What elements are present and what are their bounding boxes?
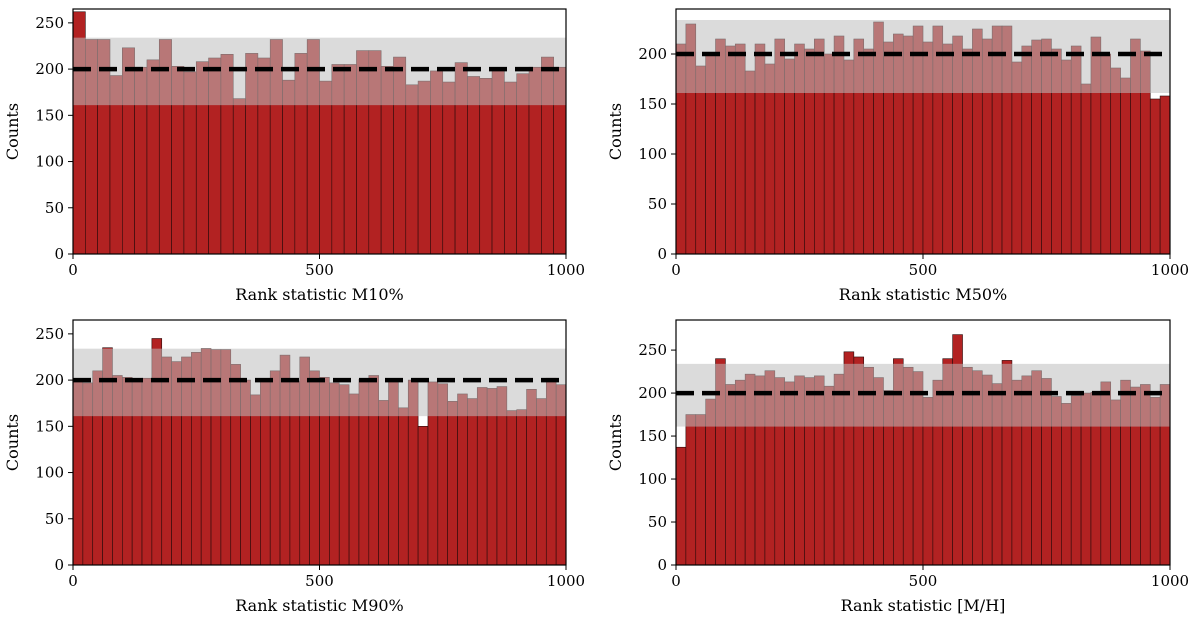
y-tick-label: 150 — [638, 427, 667, 445]
x-axis-label: Rank statistic M10% — [235, 285, 404, 304]
panel-m10: 0 500 1000 0 50 100 150 200 250 Rank statistic M1… — [3, 8, 585, 304]
histogram-bar — [405, 84, 419, 254]
histogram-bar — [250, 394, 261, 565]
histogram-bar — [536, 398, 547, 565]
histogram-bar — [282, 79, 296, 254]
y-tick-label: 200 — [35, 60, 64, 78]
y-tick-label: 150 — [35, 417, 64, 435]
histogram-bar — [417, 80, 431, 254]
panel-m50: 0 500 1000 0 50 100 150 200 Rank statistic M50% C… — [606, 8, 1189, 304]
histogram-bar — [348, 393, 360, 565]
histogram-bar — [1061, 403, 1072, 565]
x-tick-label: 1000 — [547, 572, 585, 590]
y-axis-label: Counts — [3, 414, 22, 471]
x-tick-label: 0 — [68, 261, 78, 279]
panel-mh: 0 500 1000 0 50 100 150 200 250 Rank statistic [M… — [606, 319, 1189, 615]
x-axis-label: Rank statistic M90% — [235, 596, 404, 615]
y-axis-label: Counts — [606, 414, 625, 471]
x-tick-label: 0 — [671, 572, 681, 590]
histogram-bar — [744, 70, 756, 254]
histogram-bar — [398, 407, 409, 565]
y-tick-label: 100 — [638, 470, 667, 488]
x-tick-label: 500 — [305, 572, 334, 590]
histogram-bar — [516, 409, 527, 565]
x-tick-label: 1000 — [1151, 572, 1189, 590]
y-tick-label: 0 — [657, 556, 667, 574]
y-tick-label: 150 — [638, 95, 667, 113]
x-tick-label: 500 — [909, 261, 938, 279]
y-tick-label: 100 — [35, 153, 64, 171]
x-tick-label: 0 — [68, 572, 78, 590]
y-tick-label: 100 — [638, 145, 667, 163]
histogram-bar — [676, 446, 687, 565]
y-axis-label: Counts — [606, 103, 625, 160]
y-tick-label: 50 — [648, 195, 667, 213]
y-tick-label: 150 — [35, 106, 64, 124]
y-axis-label: Counts — [3, 103, 22, 160]
histogram-bar — [1120, 77, 1131, 254]
histogram-bar — [417, 426, 429, 565]
y-tick-label: 200 — [35, 371, 64, 389]
y-tick-label: 200 — [638, 384, 667, 402]
histogram-bar — [442, 81, 456, 254]
histogram-bar — [1110, 67, 1121, 254]
y-tick-label: 100 — [35, 464, 64, 482]
x-axis-label: Rank statistic [M/H] — [841, 596, 1006, 615]
confidence-band — [73, 348, 566, 417]
y-tick-label: 250 — [35, 14, 64, 32]
x-tick-label: 500 — [305, 261, 334, 279]
confidence-band — [676, 20, 1170, 93]
x-tick-label: 500 — [909, 572, 938, 590]
confidence-band — [73, 37, 566, 106]
panel-m90: 0 500 1000 0 50 100 150 200 250 Rank statistic M9… — [3, 319, 585, 615]
histogram-bar — [695, 65, 706, 254]
x-tick-label: 0 — [671, 261, 681, 279]
histogram-bar — [1080, 83, 1092, 254]
y-tick-label: 50 — [45, 199, 64, 217]
histogram-bar — [319, 80, 333, 254]
y-tick-label: 250 — [35, 325, 64, 343]
histogram-bar — [378, 400, 389, 565]
histogram-bar — [506, 410, 517, 565]
plot-area — [676, 334, 1170, 565]
plot-area — [676, 20, 1170, 254]
plot-area — [73, 11, 566, 254]
y-tick-label: 250 — [638, 341, 667, 359]
histogram-bar — [232, 98, 246, 254]
histogram-bar — [447, 401, 458, 565]
x-tick-label: 1000 — [1151, 261, 1189, 279]
histogram-bar — [504, 81, 517, 254]
y-tick-label: 200 — [638, 45, 667, 63]
plot-area — [73, 338, 566, 565]
histogram-bar — [457, 393, 468, 565]
histogram-bar — [1149, 98, 1161, 254]
y-tick-label: 50 — [45, 510, 64, 528]
histogram-bar — [1159, 95, 1170, 254]
y-tick-label: 0 — [54, 556, 64, 574]
histogram-bar — [685, 414, 697, 565]
y-tick-label: 0 — [657, 245, 667, 263]
x-axis-label: Rank statistic M50% — [839, 285, 1008, 304]
y-tick-label: 0 — [54, 245, 64, 263]
histogram-bar — [467, 398, 478, 565]
histogram-bar — [695, 414, 706, 565]
x-tick-label: 1000 — [547, 261, 585, 279]
y-tick-label: 50 — [648, 513, 667, 531]
